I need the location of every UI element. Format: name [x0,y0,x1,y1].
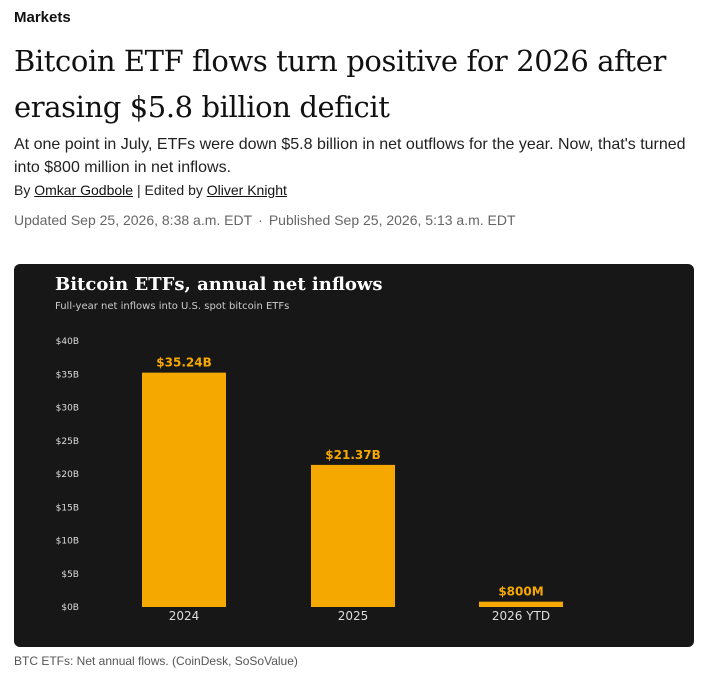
bars-group [142,372,563,607]
byline: By Omkar Godbole | Edited by Oliver Knig… [14,182,287,198]
y-tick-label: $35B [56,370,79,380]
date-separator: · [258,212,263,228]
x-tick-label: 2025 [338,609,369,623]
published-timestamp: Published Sep 25, 2026, 5:13 a.m. EDT [268,212,516,228]
section-label[interactable]: Markets [14,9,71,26]
article-dates: Updated Sep 25, 2026, 8:38 a.m. EDT · Publ… [14,212,516,228]
y-tick-label: $10B [56,537,79,547]
x-tick-label: 2026 YTD [492,609,550,623]
article-dek: At one point in July, ETFs were down $5.… [14,136,686,176]
bar-chart: Bitcoin ETFs, annual net inflows Full-ye… [55,274,563,623]
data-label: $800M [498,585,543,599]
y-tick-label: $25B [56,437,79,447]
y-tick-label: $30B [56,404,79,414]
updated-timestamp: Updated Sep 25, 2026, 8:38 a.m. EDT [14,212,253,228]
data-labels-group: $35.24B $21.37B $800M [156,356,543,599]
bar[interactable] [479,601,563,607]
x-tick-label: 2024 [169,609,200,623]
bar[interactable] [142,372,226,607]
data-label: $21.37B [325,448,380,462]
chart-title: Bitcoin ETFs, annual net inflows [55,274,383,295]
chart-container: Bitcoin ETFs, annual net inflows Full-ye… [14,264,694,647]
y-tick-label: $15B [56,503,79,513]
y-tick-label: $40B [56,337,79,347]
author-link[interactable]: Omkar Godbole [34,182,134,198]
byline-prefix: By [14,182,31,198]
edited-by-prefix: | Edited by [136,182,203,198]
editor-link[interactable]: Oliver Knight [206,182,287,198]
y-tick-label: $20B [56,470,79,480]
chart-subtitle: Full-year net inflows into U.S. spot bit… [55,301,289,312]
data-label: $35.24B [156,356,211,370]
bar[interactable] [311,464,395,607]
y-axis: $0B $5B $10B $15B $20B $25B $30B $35B $40B [56,337,79,613]
headline: Bitcoin ETF flows turn positive for 2026… [14,44,666,124]
y-tick-label: $0B [61,603,79,613]
x-axis: 2024 2025 2026 YTD [169,609,550,623]
y-tick-label: $5B [61,570,79,580]
chart-caption: BTC ETFs: Net annual flows. (CoinDesk, S… [14,654,298,668]
